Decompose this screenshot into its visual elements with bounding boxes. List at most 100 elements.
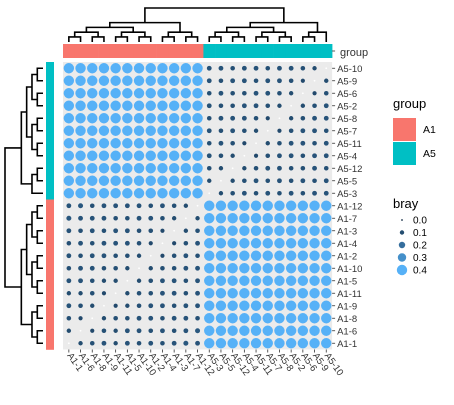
heatmap-point bbox=[180, 125, 192, 136]
heatmap-point bbox=[122, 63, 133, 74]
heatmap-point bbox=[242, 90, 247, 96]
heatmap-point bbox=[239, 250, 250, 261]
heatmap-point bbox=[312, 190, 317, 196]
heatmap-point bbox=[274, 213, 285, 224]
heatmap-point bbox=[192, 100, 203, 111]
heatmap-point bbox=[183, 240, 189, 246]
heatmap-point bbox=[300, 65, 306, 71]
heatmap-point bbox=[148, 315, 154, 321]
heatmap-point bbox=[250, 300, 262, 311]
heatmap-point bbox=[192, 150, 203, 161]
heatmap-point bbox=[297, 250, 309, 261]
heatmap-point bbox=[230, 128, 236, 134]
bray-legend-label: 0.3 bbox=[413, 253, 427, 264]
heatmap-point bbox=[250, 250, 262, 261]
heatmap-point bbox=[192, 188, 203, 199]
heatmap-point bbox=[173, 229, 176, 232]
heatmap-point bbox=[300, 78, 305, 83]
heatmap-point bbox=[204, 263, 215, 274]
heatmap-point bbox=[239, 200, 250, 211]
dendrogram-branch bbox=[31, 173, 43, 195]
heatmap-point bbox=[192, 113, 203, 124]
heatmap-point bbox=[133, 88, 145, 99]
heatmap-point bbox=[325, 67, 328, 70]
heatmap-point bbox=[145, 100, 156, 111]
heatmap-point bbox=[90, 328, 95, 333]
heatmap-point bbox=[122, 175, 133, 186]
heatmap-point bbox=[288, 116, 294, 121]
y-tick-label: A1-1 bbox=[337, 339, 357, 350]
heatmap-point bbox=[262, 288, 273, 299]
heatmap-point bbox=[157, 100, 168, 111]
heatmap-point bbox=[227, 275, 238, 286]
heatmap-point bbox=[285, 213, 297, 224]
heatmap-point bbox=[309, 213, 320, 224]
heatmap-point bbox=[98, 150, 110, 161]
heatmap-point bbox=[309, 200, 320, 211]
heatmap-point bbox=[266, 129, 269, 132]
heatmap-point bbox=[204, 250, 215, 261]
heatmap-point bbox=[78, 253, 83, 259]
heatmap-point bbox=[87, 113, 98, 124]
heatmap-point bbox=[133, 125, 145, 136]
heatmap-point bbox=[215, 250, 227, 261]
heatmap-point bbox=[253, 165, 259, 171]
heatmap-point bbox=[98, 175, 110, 186]
bray-legend-label: 0.4 bbox=[413, 266, 427, 277]
heatmap-point bbox=[297, 275, 309, 286]
dendrogram-branch bbox=[214, 31, 240, 37]
group-legend: group A1 A5 bbox=[393, 96, 436, 165]
heatmap-point bbox=[125, 215, 130, 221]
dendrogram-branch bbox=[25, 86, 32, 138]
heatmap-point bbox=[145, 188, 156, 199]
dendrogram-branch bbox=[31, 261, 38, 288]
heatmap-point bbox=[168, 175, 180, 186]
heatmap-point bbox=[157, 75, 168, 86]
row-group-cell bbox=[46, 74, 54, 88]
y-tick-label: A1-10 bbox=[337, 264, 362, 275]
heatmap-point bbox=[66, 278, 72, 284]
heatmap-point bbox=[180, 113, 192, 124]
heatmap-point bbox=[168, 75, 180, 86]
heatmap-point bbox=[274, 250, 285, 261]
heatmap-point bbox=[277, 103, 282, 108]
dendrogram-branch bbox=[20, 111, 32, 185]
heatmap-point bbox=[133, 63, 145, 74]
heatmap-point bbox=[250, 313, 262, 324]
heatmap-point bbox=[321, 263, 332, 274]
heatmap-point bbox=[183, 340, 189, 346]
heatmap-point bbox=[206, 165, 212, 171]
heatmap-point bbox=[110, 88, 121, 99]
heatmap-point bbox=[122, 100, 133, 111]
column-group-cell bbox=[320, 44, 333, 58]
heatmap-point bbox=[87, 150, 98, 161]
annotation-label: group bbox=[340, 47, 368, 59]
heatmap-point bbox=[171, 278, 177, 284]
dendrogram-branch bbox=[161, 36, 175, 42]
heatmap-point bbox=[110, 75, 121, 86]
bray-legend-title: bray bbox=[393, 196, 419, 211]
heatmap-point bbox=[195, 303, 200, 309]
heatmap-point bbox=[227, 338, 238, 349]
heatmap-point bbox=[253, 103, 259, 109]
dendrogram-branch bbox=[255, 36, 269, 42]
heatmap-point bbox=[125, 315, 130, 321]
y-tick-label: A1-7 bbox=[337, 214, 357, 225]
heatmap-point bbox=[168, 188, 180, 199]
heatmap-point bbox=[101, 278, 107, 283]
heatmap-point bbox=[168, 63, 180, 74]
dendrogram-branch bbox=[85, 26, 134, 33]
heatmap-point bbox=[253, 65, 259, 71]
heatmap-point bbox=[157, 113, 168, 124]
heatmap-point bbox=[192, 175, 203, 186]
heatmap-point bbox=[171, 203, 177, 209]
heatmap-point bbox=[215, 275, 227, 286]
heatmap-point bbox=[285, 225, 297, 236]
heatmap-point bbox=[288, 78, 294, 84]
heatmap-point bbox=[148, 340, 154, 346]
heatmap-point bbox=[66, 253, 72, 259]
heatmap-point bbox=[239, 213, 250, 224]
heatmap-point bbox=[323, 103, 329, 109]
heatmap-point bbox=[277, 78, 282, 84]
heatmap-point bbox=[250, 213, 262, 224]
